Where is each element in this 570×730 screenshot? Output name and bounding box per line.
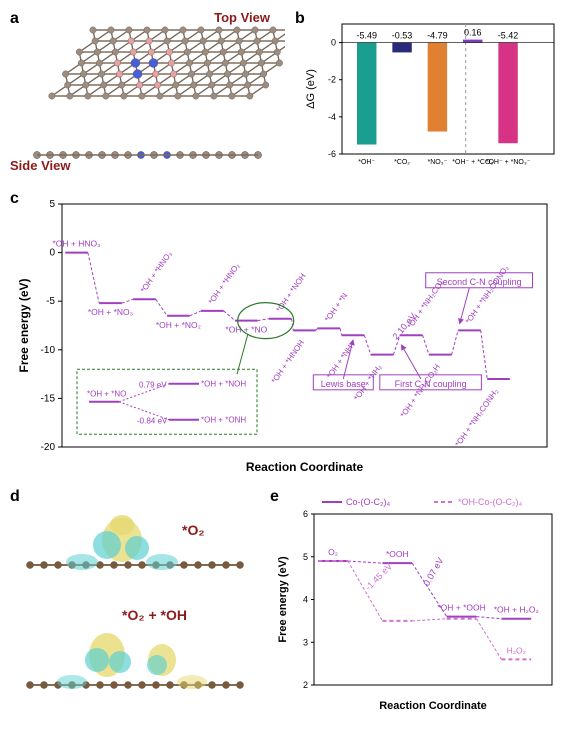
panel-d: d *O₂*O₂ + *OH — [10, 488, 260, 720]
svg-text:-15: -15 — [41, 393, 56, 404]
svg-text:6: 6 — [303, 509, 308, 519]
svg-text:Reaction Coordinate: Reaction Coordinate — [246, 460, 364, 474]
svg-text:*OH + *OOH: *OH + *OOH — [437, 603, 485, 613]
svg-text:-2: -2 — [328, 75, 336, 85]
svg-text:-20: -20 — [41, 442, 56, 453]
svg-text:-5: -5 — [46, 296, 55, 307]
svg-text:H₂O₂: H₂O₂ — [507, 645, 526, 655]
svg-text:-6: -6 — [328, 149, 336, 159]
svg-text:ΔG (eV): ΔG (eV) — [305, 69, 317, 109]
svg-text:5: 5 — [303, 552, 308, 562]
svg-text:*OH⁻: *OH⁻ — [358, 159, 375, 166]
svg-text:*OH + *ONH: *OH + *ONH — [201, 416, 246, 425]
svg-text:*OH + *N: *OH + *N — [323, 291, 349, 323]
svg-text:2: 2 — [303, 680, 308, 690]
svg-text:*OH + *NH₂CONH₂: *OH + *NH₂CONH₂ — [453, 387, 500, 448]
svg-text:*O₂ + *OH: *O₂ + *OH — [122, 607, 187, 623]
svg-text:First C-N coupling: First C-N coupling — [395, 379, 467, 389]
svg-text:0: 0 — [49, 248, 55, 259]
svg-text:0: 0 — [331, 38, 336, 48]
svg-text:*OOH: *OOH — [386, 549, 409, 559]
bar-chart-svg: -6 -4 -2 0 ΔG (eV) -5.49 *OH⁻ -0.53 *CO₂ -4.79 *NO… — [300, 12, 560, 182]
svg-text:*OH + *HNO₃: *OH + *HNO₃ — [139, 250, 174, 295]
svg-text:Reaction Coordinate: Reaction Coordinate — [379, 700, 487, 712]
svg-text:*OH + HNO₃: *OH + HNO₃ — [52, 239, 100, 249]
svg-text:3: 3 — [303, 637, 308, 647]
svg-text:*OH + *NOH: *OH + *NOH — [275, 272, 308, 314]
svg-text:Co-(O-C₂)₄: Co-(O-C₂)₄ — [346, 497, 390, 507]
svg-text:-5.42: -5.42 — [498, 31, 519, 41]
reaction-path-svg: -20 -15 -10 -5 0 5 Free energy (eV) Reaction Co… — [12, 192, 557, 477]
charge-density-svg: *O₂ *O₂ + *OH — [12, 490, 257, 715]
svg-text:-1.45 eV: -1.45 eV — [363, 561, 394, 592]
svg-text:Lewis base: Lewis base — [321, 379, 366, 389]
svg-text:*OH⁻ + *NO₃⁻: *OH⁻ + *NO₃⁻ — [486, 159, 531, 166]
free-energy-svg: 2 3 4 5 6 Free energy (eV) Reaction Coordinate… — [272, 490, 560, 715]
svg-text:-4: -4 — [328, 112, 336, 122]
svg-text:5: 5 — [49, 199, 55, 210]
panel-a: a Top View Side View — [10, 10, 290, 185]
svg-text:O₂: O₂ — [328, 547, 338, 557]
svg-text:*OH + *NO₃: *OH + *NO₃ — [88, 307, 133, 317]
svg-text:*OH + *NH₂CO₂H: *OH + *NH₂CO₂H — [398, 362, 442, 419]
svg-text:-0.53: -0.53 — [392, 31, 413, 41]
svg-text:-4.79: -4.79 — [427, 31, 448, 41]
panel-c: c -20-15-10-505Free energy (eV)Reaction … — [10, 190, 560, 480]
svg-text:Second C-N coupling: Second C-N coupling — [437, 277, 522, 287]
svg-text:4: 4 — [303, 595, 308, 605]
svg-text:-10: -10 — [41, 345, 56, 356]
svg-text:*O₂: *O₂ — [182, 522, 205, 538]
panel-a-label: a — [10, 10, 19, 28]
svg-text:*CO₂: *CO₂ — [394, 159, 410, 166]
svg-text:*OH + H₂O₂: *OH + H₂O₂ — [494, 605, 539, 615]
svg-text:Free energy (eV): Free energy (eV) — [277, 556, 289, 643]
svg-text:-0.84 eV: -0.84 eV — [137, 417, 168, 426]
svg-text:0.79 eV: 0.79 eV — [139, 381, 167, 390]
svg-text:*OH + *NO₂: *OH + *NO₂ — [156, 320, 201, 330]
svg-text:-5.49: -5.49 — [356, 31, 377, 41]
svg-text:*OH + *HNOH: *OH + *HNOH — [270, 338, 307, 385]
svg-text:0.07 eV: 0.07 eV — [421, 556, 445, 588]
svg-text:*OH + *NOH: *OH + *NOH — [201, 380, 246, 389]
svg-text:*OH-Co-(O-C₂)₄: *OH-Co-(O-C₂)₄ — [458, 497, 522, 507]
panel-b: b -6-4-20ΔG (eV)-5.49*OH⁻-0.53*CO₂-4.79*… — [295, 10, 560, 185]
svg-text:*OH + *NO: *OH + *NO — [87, 390, 126, 399]
svg-text:Free energy (eV): Free energy (eV) — [17, 278, 31, 372]
panel-e: e 23456Free energy (eV)Reaction Coordina… — [270, 488, 565, 720]
svg-text:*NO₃⁻: *NO₃⁻ — [428, 159, 448, 166]
lattice-svg — [25, 15, 285, 170]
svg-text:*OH + *HNO₂: *OH + *HNO₂ — [207, 261, 242, 306]
svg-text:0.16: 0.16 — [464, 28, 482, 38]
